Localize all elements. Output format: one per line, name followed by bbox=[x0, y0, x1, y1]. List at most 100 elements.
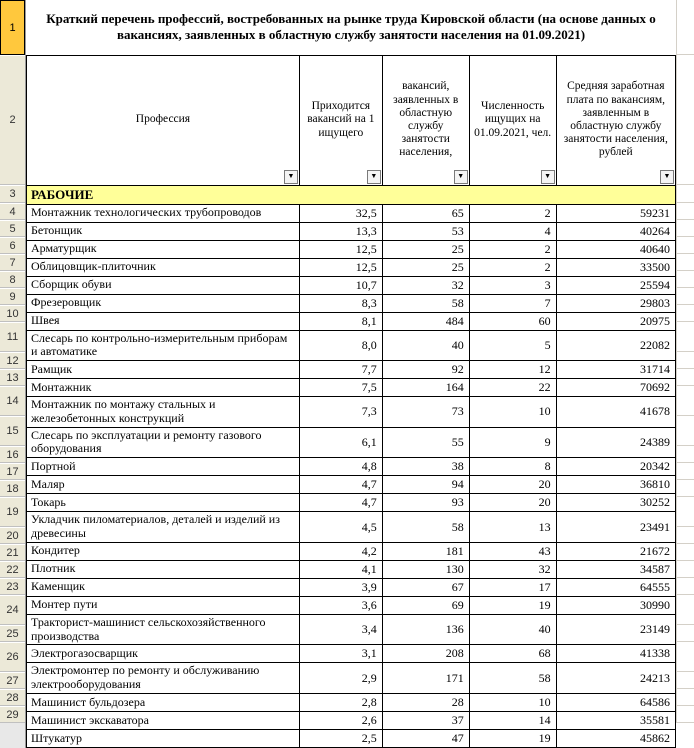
row-header-3[interactable]: 3 bbox=[0, 185, 25, 203]
cell-vacancies: 181 bbox=[382, 542, 469, 560]
row-header-23[interactable]: 23 bbox=[0, 578, 25, 595]
cell-profession: Машинист бульдозера bbox=[27, 694, 300, 712]
cell-vacancies: 484 bbox=[382, 312, 469, 330]
cell-seekers: 40 bbox=[469, 614, 556, 645]
row-header-column: 1234567891011121314151617181920212223242… bbox=[0, 0, 26, 748]
cell-seekers: 60 bbox=[469, 312, 556, 330]
cell-seekers: 8 bbox=[469, 458, 556, 476]
cell-vacancies: 25 bbox=[382, 240, 469, 258]
row-header-29[interactable]: 29 bbox=[0, 706, 25, 723]
row-header-20[interactable]: 20 bbox=[0, 527, 25, 544]
cell-ratio: 4,8 bbox=[299, 458, 382, 476]
row-header-27[interactable]: 27 bbox=[0, 672, 25, 689]
cell-vacancies: 73 bbox=[382, 397, 469, 428]
filter-dropdown-icon[interactable]: ▼ bbox=[367, 170, 381, 184]
cell-profession: Плотник bbox=[27, 560, 300, 578]
cell-salary: 20975 bbox=[556, 312, 675, 330]
row-header-5[interactable]: 5 bbox=[0, 220, 25, 237]
table-row: Портной4,838820342 bbox=[27, 458, 676, 476]
row-header-15[interactable]: 15 bbox=[0, 416, 25, 446]
cell-seekers: 20 bbox=[469, 476, 556, 494]
cell-profession: Арматурщик bbox=[27, 240, 300, 258]
filter-dropdown-icon[interactable]: ▼ bbox=[541, 170, 555, 184]
row-header-4[interactable]: 4 bbox=[0, 203, 25, 220]
row-header-21[interactable]: 21 bbox=[0, 544, 25, 561]
cell-ratio: 8,0 bbox=[299, 330, 382, 361]
row-header-8[interactable]: 8 bbox=[0, 271, 25, 288]
cell-ratio: 4,5 bbox=[299, 512, 382, 543]
cell-vacancies: 67 bbox=[382, 578, 469, 596]
row-header-2[interactable]: 2 bbox=[0, 55, 25, 185]
cell-profession: Фрезеровщик bbox=[27, 294, 300, 312]
row-header-17[interactable]: 17 bbox=[0, 463, 25, 480]
cell-salary: 25594 bbox=[556, 276, 675, 294]
row-header-22[interactable]: 22 bbox=[0, 561, 25, 578]
filter-dropdown-icon[interactable]: ▼ bbox=[284, 170, 298, 184]
cell-seekers: 7 bbox=[469, 294, 556, 312]
cell-seekers: 2 bbox=[469, 258, 556, 276]
row-header-13[interactable]: 13 bbox=[0, 369, 25, 386]
table-row: Облицовщик-плиточник12,525233500 bbox=[27, 258, 676, 276]
row-header-28[interactable]: 28 bbox=[0, 689, 25, 706]
row-header-10[interactable]: 10 bbox=[0, 305, 25, 322]
row-header-26[interactable]: 26 bbox=[0, 642, 25, 672]
cell-salary: 23149 bbox=[556, 614, 675, 645]
table-row: Машинист экскаватора2,6371435581 bbox=[27, 712, 676, 730]
row-header-24[interactable]: 24 bbox=[0, 595, 25, 625]
table-row: Укладчик пиломатериалов, деталей и издел… bbox=[27, 512, 676, 543]
cell-salary: 41338 bbox=[556, 645, 675, 663]
row-header-1[interactable]: 1 bbox=[0, 0, 25, 55]
table-row: Монтажник технологических трубопроводов3… bbox=[27, 204, 676, 222]
row-header-7[interactable]: 7 bbox=[0, 254, 25, 271]
cell-profession: Тракторист-машинист сельскохозяйственног… bbox=[27, 614, 300, 645]
row-header-18[interactable]: 18 bbox=[0, 480, 25, 497]
cell-seekers: 20 bbox=[469, 494, 556, 512]
table-row: Рамщик7,7921231714 bbox=[27, 361, 676, 379]
row-header-16[interactable]: 16 bbox=[0, 446, 25, 463]
data-table: Краткий перечень профессий, востребованн… bbox=[26, 0, 676, 748]
row-header-14[interactable]: 14 bbox=[0, 386, 25, 416]
cell-salary: 34587 bbox=[556, 560, 675, 578]
row-header-6[interactable]: 6 bbox=[0, 237, 25, 254]
cell-vacancies: 58 bbox=[382, 294, 469, 312]
cell-salary: 30252 bbox=[556, 494, 675, 512]
spreadsheet: 1234567891011121314151617181920212223242… bbox=[0, 0, 694, 748]
cell-profession: Рамщик bbox=[27, 361, 300, 379]
cell-vacancies: 92 bbox=[382, 361, 469, 379]
filter-dropdown-icon[interactable]: ▼ bbox=[660, 170, 674, 184]
cell-vacancies: 32 bbox=[382, 276, 469, 294]
cell-ratio: 12,5 bbox=[299, 258, 382, 276]
cell-salary: 31714 bbox=[556, 361, 675, 379]
row-header-19[interactable]: 19 bbox=[0, 497, 25, 527]
cell-vacancies: 65 bbox=[382, 204, 469, 222]
cell-salary: 29803 bbox=[556, 294, 675, 312]
row-header-25[interactable]: 25 bbox=[0, 625, 25, 642]
filter-dropdown-icon[interactable]: ▼ bbox=[454, 170, 468, 184]
cell-profession: Слесарь по эксплуатации и ремонту газово… bbox=[27, 427, 300, 458]
cell-salary: 24389 bbox=[556, 427, 675, 458]
cell-ratio: 7,5 bbox=[299, 379, 382, 397]
col-header-salary: Средняя заработная плата по вакансиям, з… bbox=[556, 55, 675, 185]
table-row: Электромонтер по ремонту и обслуживанию … bbox=[27, 663, 676, 694]
table-row: Слесарь по контрольно-измерительным приб… bbox=[27, 330, 676, 361]
row-header-11[interactable]: 11 bbox=[0, 322, 25, 352]
cell-salary: 36810 bbox=[556, 476, 675, 494]
cell-profession: Монтажник bbox=[27, 379, 300, 397]
cell-profession: Укладчик пиломатериалов, деталей и издел… bbox=[27, 512, 300, 543]
right-gutter bbox=[676, 0, 694, 748]
cell-salary: 35581 bbox=[556, 712, 675, 730]
table-row: Сборщик обуви10,732325594 bbox=[27, 276, 676, 294]
cell-vacancies: 130 bbox=[382, 560, 469, 578]
cell-ratio: 8,1 bbox=[299, 312, 382, 330]
row-header-12[interactable]: 12 bbox=[0, 352, 25, 369]
cell-salary: 33500 bbox=[556, 258, 675, 276]
col-header-profession: Профессия▼ bbox=[27, 55, 300, 185]
cell-salary: 23491 bbox=[556, 512, 675, 543]
table-row: Тракторист-машинист сельскохозяйственног… bbox=[27, 614, 676, 645]
cell-vacancies: 171 bbox=[382, 663, 469, 694]
cell-vacancies: 58 bbox=[382, 512, 469, 543]
cell-ratio: 4,7 bbox=[299, 476, 382, 494]
cell-profession: Монтажник по монтажу стальных и железобе… bbox=[27, 397, 300, 428]
row-header-9[interactable]: 9 bbox=[0, 288, 25, 305]
cell-ratio: 3,1 bbox=[299, 645, 382, 663]
